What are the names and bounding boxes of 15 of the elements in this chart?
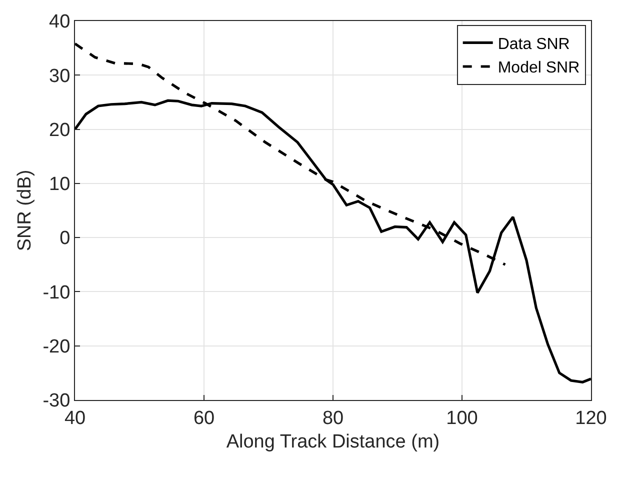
y-tick-label: 40 <box>49 12 70 33</box>
y-tick-label: 0 <box>60 228 70 250</box>
y-tick-label: -20 <box>42 336 70 358</box>
y-axis-title: SNR (dB) <box>14 170 36 252</box>
legend-label: Data SNR <box>498 36 570 53</box>
x-tick-label: 80 <box>322 408 344 429</box>
x-axis-title: Along Track Distance (m) <box>226 432 440 453</box>
y-tick-label: 30 <box>49 66 70 87</box>
y-tick-label: 20 <box>49 120 70 141</box>
y-tick-label: -10 <box>42 282 70 304</box>
legend-label: Model SNR <box>498 60 580 77</box>
x-tick-label: 100 <box>446 408 478 429</box>
y-tick-label: 10 <box>49 174 70 196</box>
x-tick-label: 120 <box>575 408 607 429</box>
x-tick-label: 60 <box>193 408 215 429</box>
